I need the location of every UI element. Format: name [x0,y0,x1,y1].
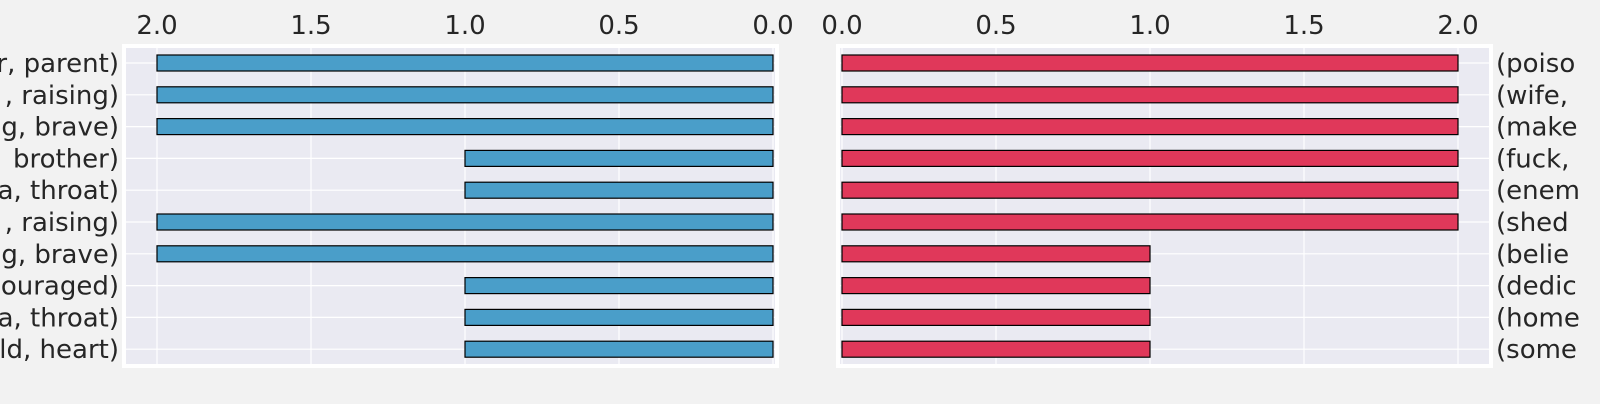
bar [464,308,774,326]
category-label: ouraged) [1,272,119,302]
bar [156,117,774,136]
x-tick-label: 1.0 [1129,11,1170,41]
bar [464,181,774,199]
category-label: brother) [13,144,119,174]
category-label: (dedic [1496,272,1577,302]
x-tick-label: 2.0 [136,11,177,41]
category-label: (some [1496,335,1577,365]
x-tick-label: 0.0 [752,11,793,41]
bar [841,213,1459,231]
bar [156,213,774,231]
category-label: , raising) [5,208,119,238]
category-label: a, throat) [0,176,119,206]
bar [841,54,1459,72]
x-tick-label: 1.0 [444,11,485,41]
bar [841,117,1459,136]
x-tick-label: 0.0 [821,11,862,41]
category-label: (shed [1496,208,1569,238]
category-label: (wife, [1496,81,1568,111]
bar [841,181,1459,199]
category-label: g, brave) [1,240,119,270]
x-tick-label: 0.5 [975,11,1016,41]
bar [841,340,1151,358]
bar [841,245,1151,263]
bar [464,149,774,167]
bar [841,149,1459,167]
category-label: (fuck, [1496,144,1569,174]
category-label: ld, heart) [0,335,119,365]
category-label: (poiso [1496,49,1575,79]
bar [156,86,774,104]
category-label: (home [1496,303,1580,333]
category-label: r, parent) [0,49,119,79]
bar [841,86,1459,104]
x-tick-label: 2.0 [1437,11,1478,41]
category-label: a, throat) [0,303,119,333]
chart-panel-left: 2.0 1.5 1.0 0.5 0.0r, parent), raising)g, br… [0,11,794,368]
chart-panel-right: 0.0 0.5 1.0 1.5 2.0 (poiso(wife,(make(fuck,(e… [821,11,1580,368]
bar [156,245,774,263]
bar [464,277,774,295]
category-label: , raising) [5,81,119,111]
x-tick-label: 1.5 [290,11,331,41]
category-label: g, brave) [1,113,119,143]
category-label: (make [1496,113,1578,143]
bar [156,54,774,72]
category-label: (belie [1496,240,1569,270]
x-tick-label: 1.5 [1283,11,1324,41]
bar [841,277,1151,295]
category-label: (enem [1496,176,1580,206]
x-tick-label: 0.5 [598,11,639,41]
bar [841,308,1151,326]
bar [464,340,774,358]
